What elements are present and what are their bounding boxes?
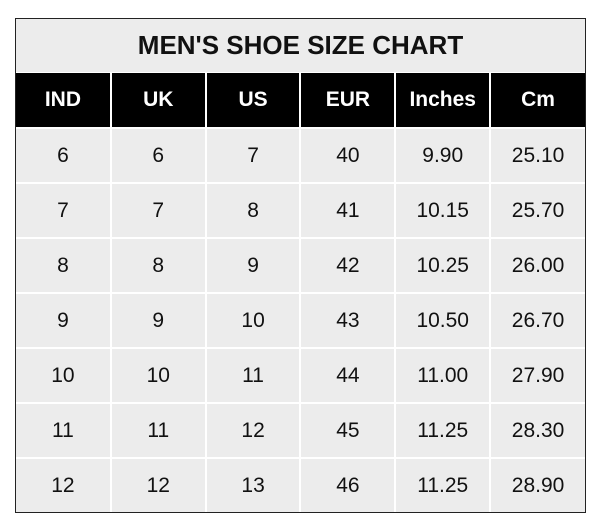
table-cell: 43 bbox=[299, 292, 397, 349]
table-cell: 8 bbox=[109, 237, 207, 294]
table-cell: 11 bbox=[16, 402, 112, 459]
column-header: EUR bbox=[299, 73, 396, 128]
table-cell: 7 bbox=[109, 182, 207, 239]
table-cell: 26.70 bbox=[489, 292, 585, 349]
table-cell: 13 bbox=[204, 457, 302, 512]
column-header: Inches bbox=[394, 73, 491, 128]
table-row: 11 11 12 45 11.25 28.30 bbox=[16, 402, 585, 459]
table-cell: 11.25 bbox=[394, 402, 492, 459]
table-cell: 9 bbox=[109, 292, 207, 349]
size-chart: MEN'S SHOE SIZE CHART IND UK US EUR Inches Cm… bbox=[15, 18, 586, 513]
table-cell: 28.90 bbox=[489, 457, 585, 512]
table-cell: 11.25 bbox=[394, 457, 492, 512]
table-cell: 7 bbox=[204, 127, 302, 184]
table-cell: 12 bbox=[16, 457, 112, 512]
table-cell: 10 bbox=[109, 347, 207, 404]
table-cell: 10 bbox=[204, 292, 302, 349]
table-cell: 10 bbox=[16, 347, 112, 404]
column-header: Cm bbox=[489, 73, 585, 128]
table-cell: 41 bbox=[299, 182, 397, 239]
table-cell: 11 bbox=[109, 402, 207, 459]
table-cell: 9.90 bbox=[394, 127, 492, 184]
table-cell: 26.00 bbox=[489, 237, 585, 294]
table-cell: 6 bbox=[16, 127, 112, 184]
size-table: IND UK US EUR Inches Cm 6 6 7 40 9.90 25.10 7 7 8 41 10… bbox=[16, 73, 585, 512]
header-row: IND UK US EUR Inches Cm bbox=[16, 73, 585, 128]
table-row: 9 9 10 43 10.50 26.70 bbox=[16, 292, 585, 349]
table-row: 7 7 8 41 10.15 25.70 bbox=[16, 182, 585, 239]
table-row: 12 12 13 46 11.25 28.90 bbox=[16, 457, 585, 512]
table-cell: 12 bbox=[204, 402, 302, 459]
table-cell: 8 bbox=[16, 237, 112, 294]
column-header: IND bbox=[16, 73, 111, 128]
table-cell: 28.30 bbox=[489, 402, 585, 459]
table-cell: 9 bbox=[204, 237, 302, 294]
table-cell: 25.70 bbox=[489, 182, 585, 239]
table-cell: 8 bbox=[204, 182, 302, 239]
table-cell: 46 bbox=[299, 457, 397, 512]
chart-title: MEN'S SHOE SIZE CHART bbox=[16, 19, 585, 73]
table-cell: 44 bbox=[299, 347, 397, 404]
table-row: 6 6 7 40 9.90 25.10 bbox=[16, 127, 585, 184]
table-cell: 10.15 bbox=[394, 182, 492, 239]
table-row: 8 8 9 42 10.25 26.00 bbox=[16, 237, 585, 294]
column-header: UK bbox=[109, 73, 206, 128]
table-cell: 25.10 bbox=[489, 127, 585, 184]
table-cell: 10.50 bbox=[394, 292, 492, 349]
table-cell: 10.25 bbox=[394, 237, 492, 294]
table-cell: 27.90 bbox=[489, 347, 585, 404]
table-cell: 7 bbox=[16, 182, 112, 239]
table-cell: 11 bbox=[204, 347, 302, 404]
table-cell: 40 bbox=[299, 127, 397, 184]
table-row: 10 10 11 44 11.00 27.90 bbox=[16, 347, 585, 404]
table-cell: 6 bbox=[109, 127, 207, 184]
column-header: US bbox=[204, 73, 301, 128]
table-cell: 45 bbox=[299, 402, 397, 459]
table-cell: 11.00 bbox=[394, 347, 492, 404]
table-cell: 9 bbox=[16, 292, 112, 349]
table-cell: 12 bbox=[109, 457, 207, 512]
table-cell: 42 bbox=[299, 237, 397, 294]
